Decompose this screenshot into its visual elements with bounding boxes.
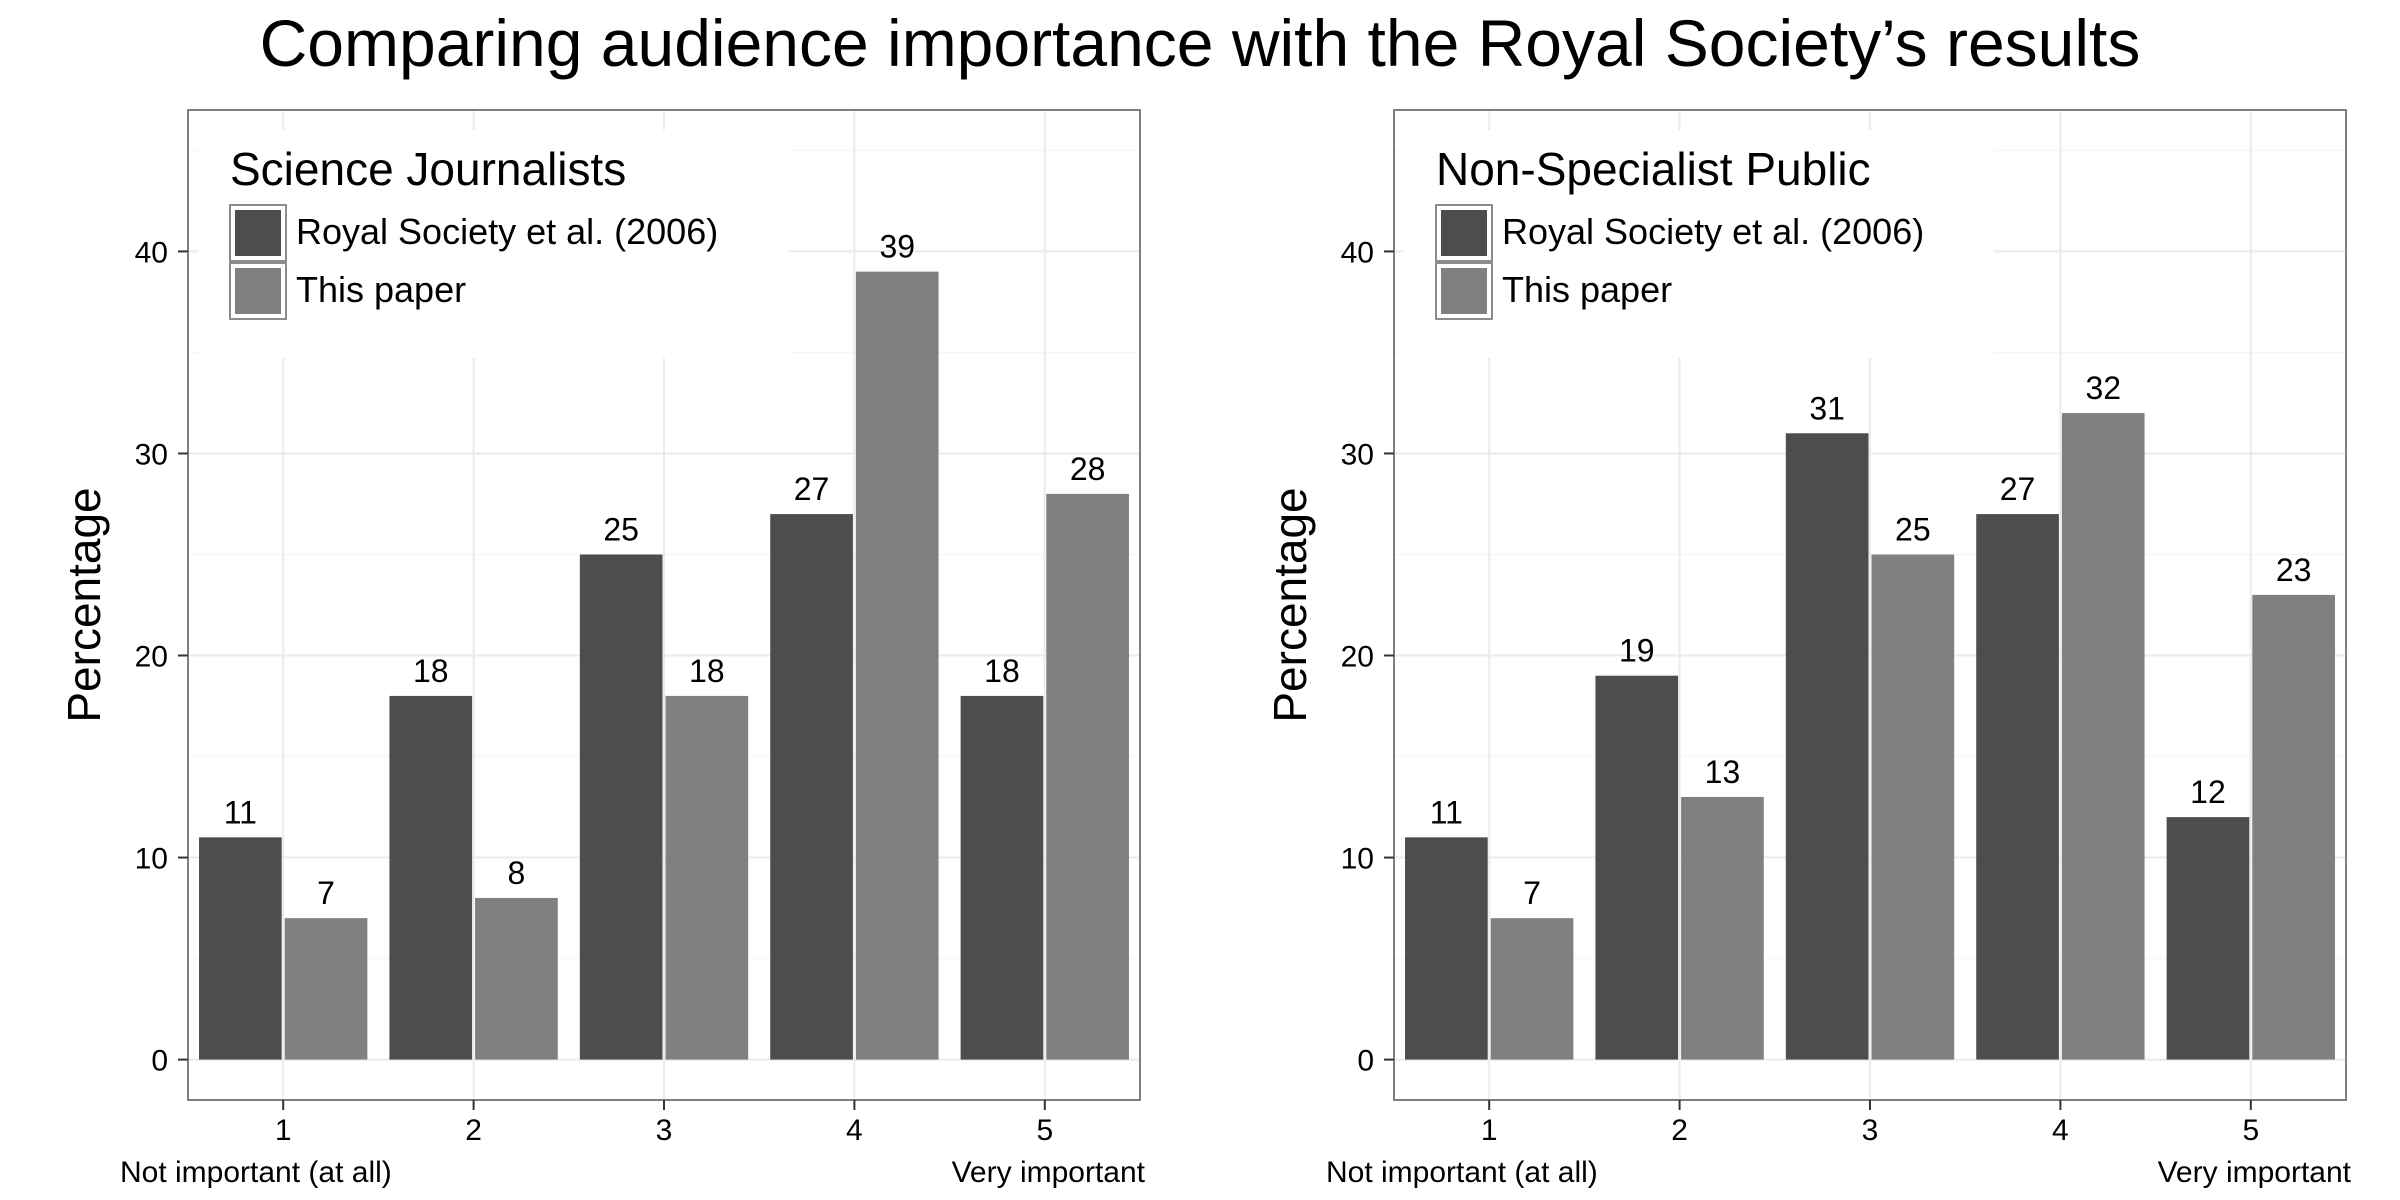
- y-tick-label: 30: [1341, 438, 1374, 471]
- bar: [1976, 514, 2059, 1060]
- data-label: 13: [1705, 754, 1741, 790]
- legend-swatch: [235, 268, 281, 314]
- y-tick-label: 0: [1357, 1045, 1374, 1078]
- data-label: 23: [2276, 552, 2312, 588]
- data-label: 28: [1070, 451, 1106, 487]
- legend-swatch: [1441, 268, 1487, 314]
- bar: [1681, 796, 1764, 1060]
- data-label: 11: [224, 794, 257, 830]
- bar: [579, 554, 663, 1060]
- legend-label: This paper: [296, 269, 466, 310]
- data-label: 18: [413, 653, 449, 689]
- chart-panel-1: 11 18 25 27 18 7 8 18 39 28 0 10 20 30 40 1 2 3 4 5 Not impo…: [58, 109, 1146, 1189]
- legend-label: Royal Society et al. (2006): [296, 211, 718, 252]
- y-axis-title: Percentage: [58, 487, 110, 722]
- legend-title: Science Journalists: [230, 143, 626, 195]
- data-label: 27: [2000, 471, 2036, 507]
- data-label: 11: [1430, 794, 1463, 830]
- legend-label: This paper: [1502, 269, 1672, 310]
- y-tick-label: 40: [1341, 236, 1374, 269]
- x-tick-label: 3: [1862, 1114, 1879, 1147]
- data-label: 18: [984, 653, 1020, 689]
- y-tick-label: 0: [151, 1045, 168, 1078]
- legend-background: [198, 130, 788, 358]
- data-label: 25: [1895, 511, 1931, 547]
- y-tick-label: 20: [135, 641, 168, 674]
- bar: [770, 514, 853, 1060]
- x-tick-label: 4: [846, 1114, 863, 1147]
- legend-background: [1404, 130, 1994, 358]
- bar: [665, 695, 749, 1060]
- bar: [1595, 675, 1679, 1060]
- legend-swatch: [1441, 210, 1487, 256]
- x-tick-label: 5: [1036, 1114, 1053, 1147]
- data-label: 8: [508, 855, 526, 891]
- data-label: 39: [879, 229, 915, 265]
- bar: [199, 837, 282, 1060]
- data-label: 12: [2190, 774, 2226, 810]
- y-tick-label: 20: [1341, 641, 1374, 674]
- y-tick-label: 10: [135, 843, 168, 876]
- x-sublabel-high: Very important: [2158, 1156, 2352, 1189]
- bar: [1046, 493, 1129, 1060]
- x-sublabel-low: Not important (at all): [1326, 1156, 1598, 1189]
- legend-title: Non-Specialist Public: [1436, 143, 1871, 195]
- bar: [475, 897, 558, 1060]
- data-label: 27: [794, 471, 830, 507]
- data-label: 19: [1619, 633, 1655, 669]
- bar: [2061, 413, 2145, 1060]
- data-label: 18: [689, 653, 725, 689]
- x-tick-label: 5: [2242, 1114, 2259, 1147]
- y-tick-label: 10: [1341, 843, 1374, 876]
- x-sublabel-low: Not important (at all): [120, 1156, 392, 1189]
- chart-title: Comparing audience importance with the R…: [259, 6, 2141, 80]
- bar: [1785, 433, 1869, 1060]
- data-label: 32: [2085, 370, 2121, 406]
- x-tick-label: 1: [275, 1114, 292, 1147]
- bar: [1871, 554, 1955, 1060]
- x-tick-label: 3: [656, 1114, 673, 1147]
- x-sublabel-high: Very important: [952, 1156, 1146, 1189]
- bar: [855, 271, 939, 1060]
- bar: [1490, 918, 1574, 1060]
- x-tick-label: 1: [1481, 1114, 1498, 1147]
- bar: [2166, 817, 2250, 1060]
- data-label: 7: [317, 875, 335, 911]
- data-label: 7: [1523, 875, 1541, 911]
- data-label: 31: [1809, 390, 1845, 426]
- bar: [284, 918, 368, 1060]
- x-tick-label: 2: [1671, 1114, 1688, 1147]
- y-tick-label: 30: [135, 438, 168, 471]
- legend-label: Royal Society et al. (2006): [1502, 211, 1924, 252]
- bar: [2252, 594, 2335, 1060]
- x-tick-label: 4: [2052, 1114, 2069, 1147]
- bar: [960, 695, 1044, 1060]
- y-axis-title: Percentage: [1264, 487, 1316, 722]
- y-tick-label: 40: [135, 236, 168, 269]
- x-tick-label: 2: [465, 1114, 482, 1147]
- legend-swatch: [235, 210, 281, 256]
- bar: [389, 695, 473, 1060]
- data-label: 25: [603, 511, 639, 547]
- bar: [1405, 837, 1488, 1060]
